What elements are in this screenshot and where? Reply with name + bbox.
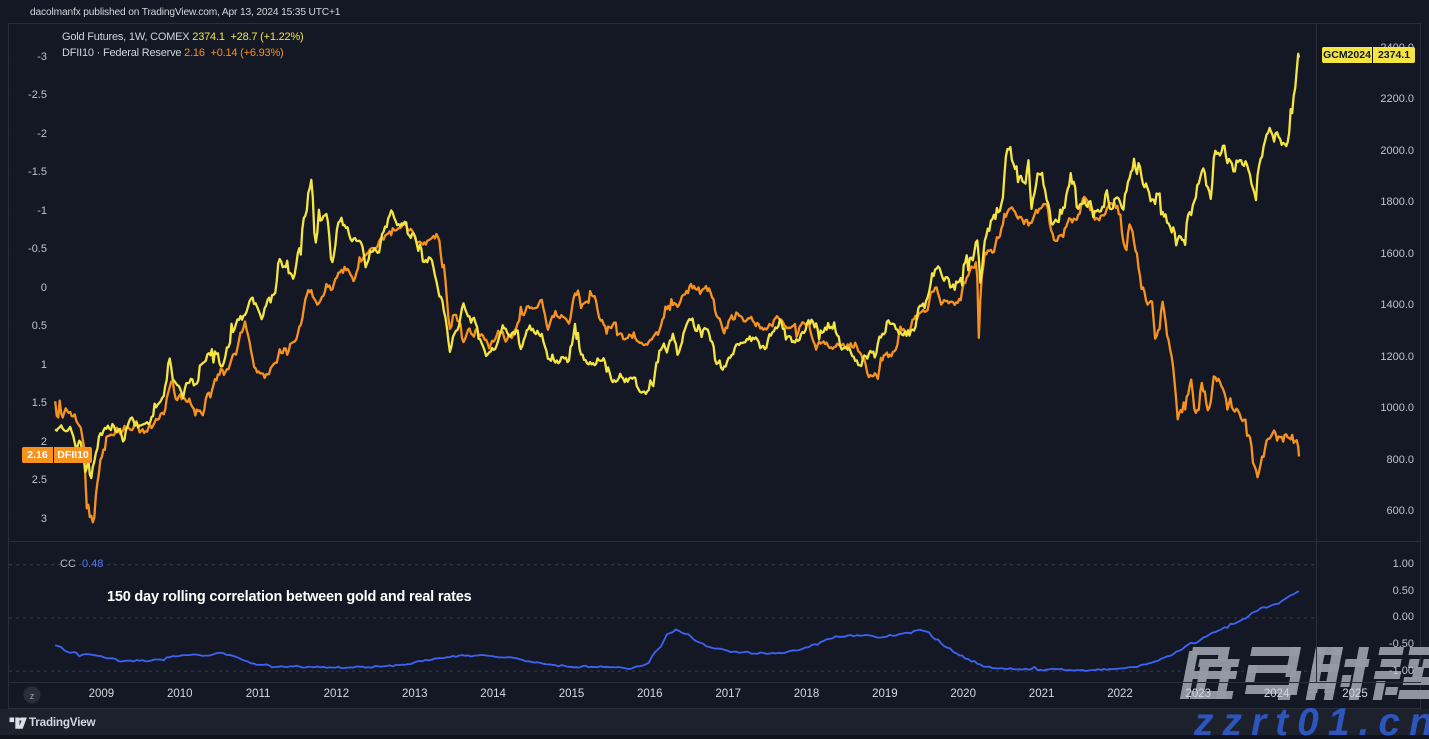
svg-text:z: z — [30, 691, 35, 701]
